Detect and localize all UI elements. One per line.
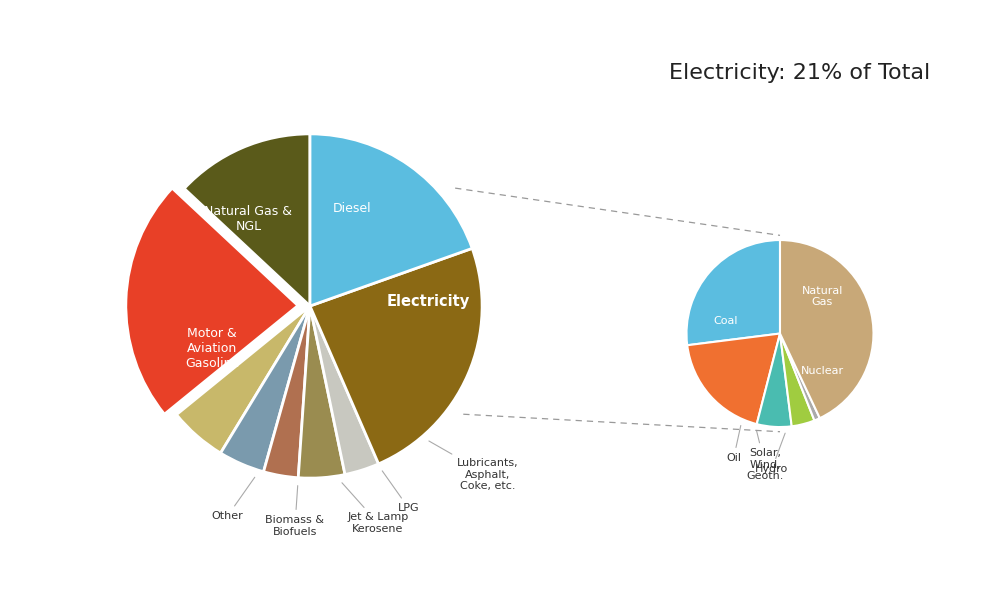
Wedge shape — [687, 334, 780, 424]
Text: Biomass &
Biofuels: Biomass & Biofuels — [265, 486, 324, 537]
Text: Diesel: Diesel — [333, 201, 372, 215]
Text: Lubricants,
Asphalt,
Coke, etc.: Lubricants, Asphalt, Coke, etc. — [429, 441, 519, 491]
Text: LPG: LPG — [382, 471, 419, 513]
Text: Nuclear: Nuclear — [801, 365, 844, 376]
Wedge shape — [310, 306, 379, 474]
Text: Electricity: 21% of Total: Electricity: 21% of Total — [669, 64, 931, 83]
Wedge shape — [126, 188, 298, 414]
Text: Motor &
Aviation
Gasoline: Motor & Aviation Gasoline — [185, 327, 239, 370]
Wedge shape — [780, 334, 820, 420]
Wedge shape — [221, 306, 310, 472]
Wedge shape — [184, 134, 310, 306]
Wedge shape — [780, 240, 873, 418]
Wedge shape — [176, 306, 310, 453]
Text: Other: Other — [212, 477, 255, 521]
Wedge shape — [687, 240, 780, 345]
Text: Coal: Coal — [713, 316, 738, 326]
Wedge shape — [264, 306, 310, 478]
Text: Natural Gas &
NGL: Natural Gas & NGL — [204, 205, 292, 233]
Text: Hydro: Hydro — [755, 433, 789, 474]
Wedge shape — [310, 248, 482, 464]
Text: Jet & Lamp
Kerosene: Jet & Lamp Kerosene — [342, 483, 409, 534]
Text: Natural
Gas: Natural Gas — [801, 286, 843, 307]
Text: Solar,
Wind,
Geoth.: Solar, Wind, Geoth. — [746, 430, 784, 482]
Text: Oil: Oil — [726, 425, 741, 463]
Wedge shape — [298, 306, 345, 478]
Wedge shape — [757, 334, 792, 427]
Wedge shape — [780, 334, 814, 427]
Text: Electricity: Electricity — [387, 294, 470, 310]
Wedge shape — [310, 134, 472, 306]
